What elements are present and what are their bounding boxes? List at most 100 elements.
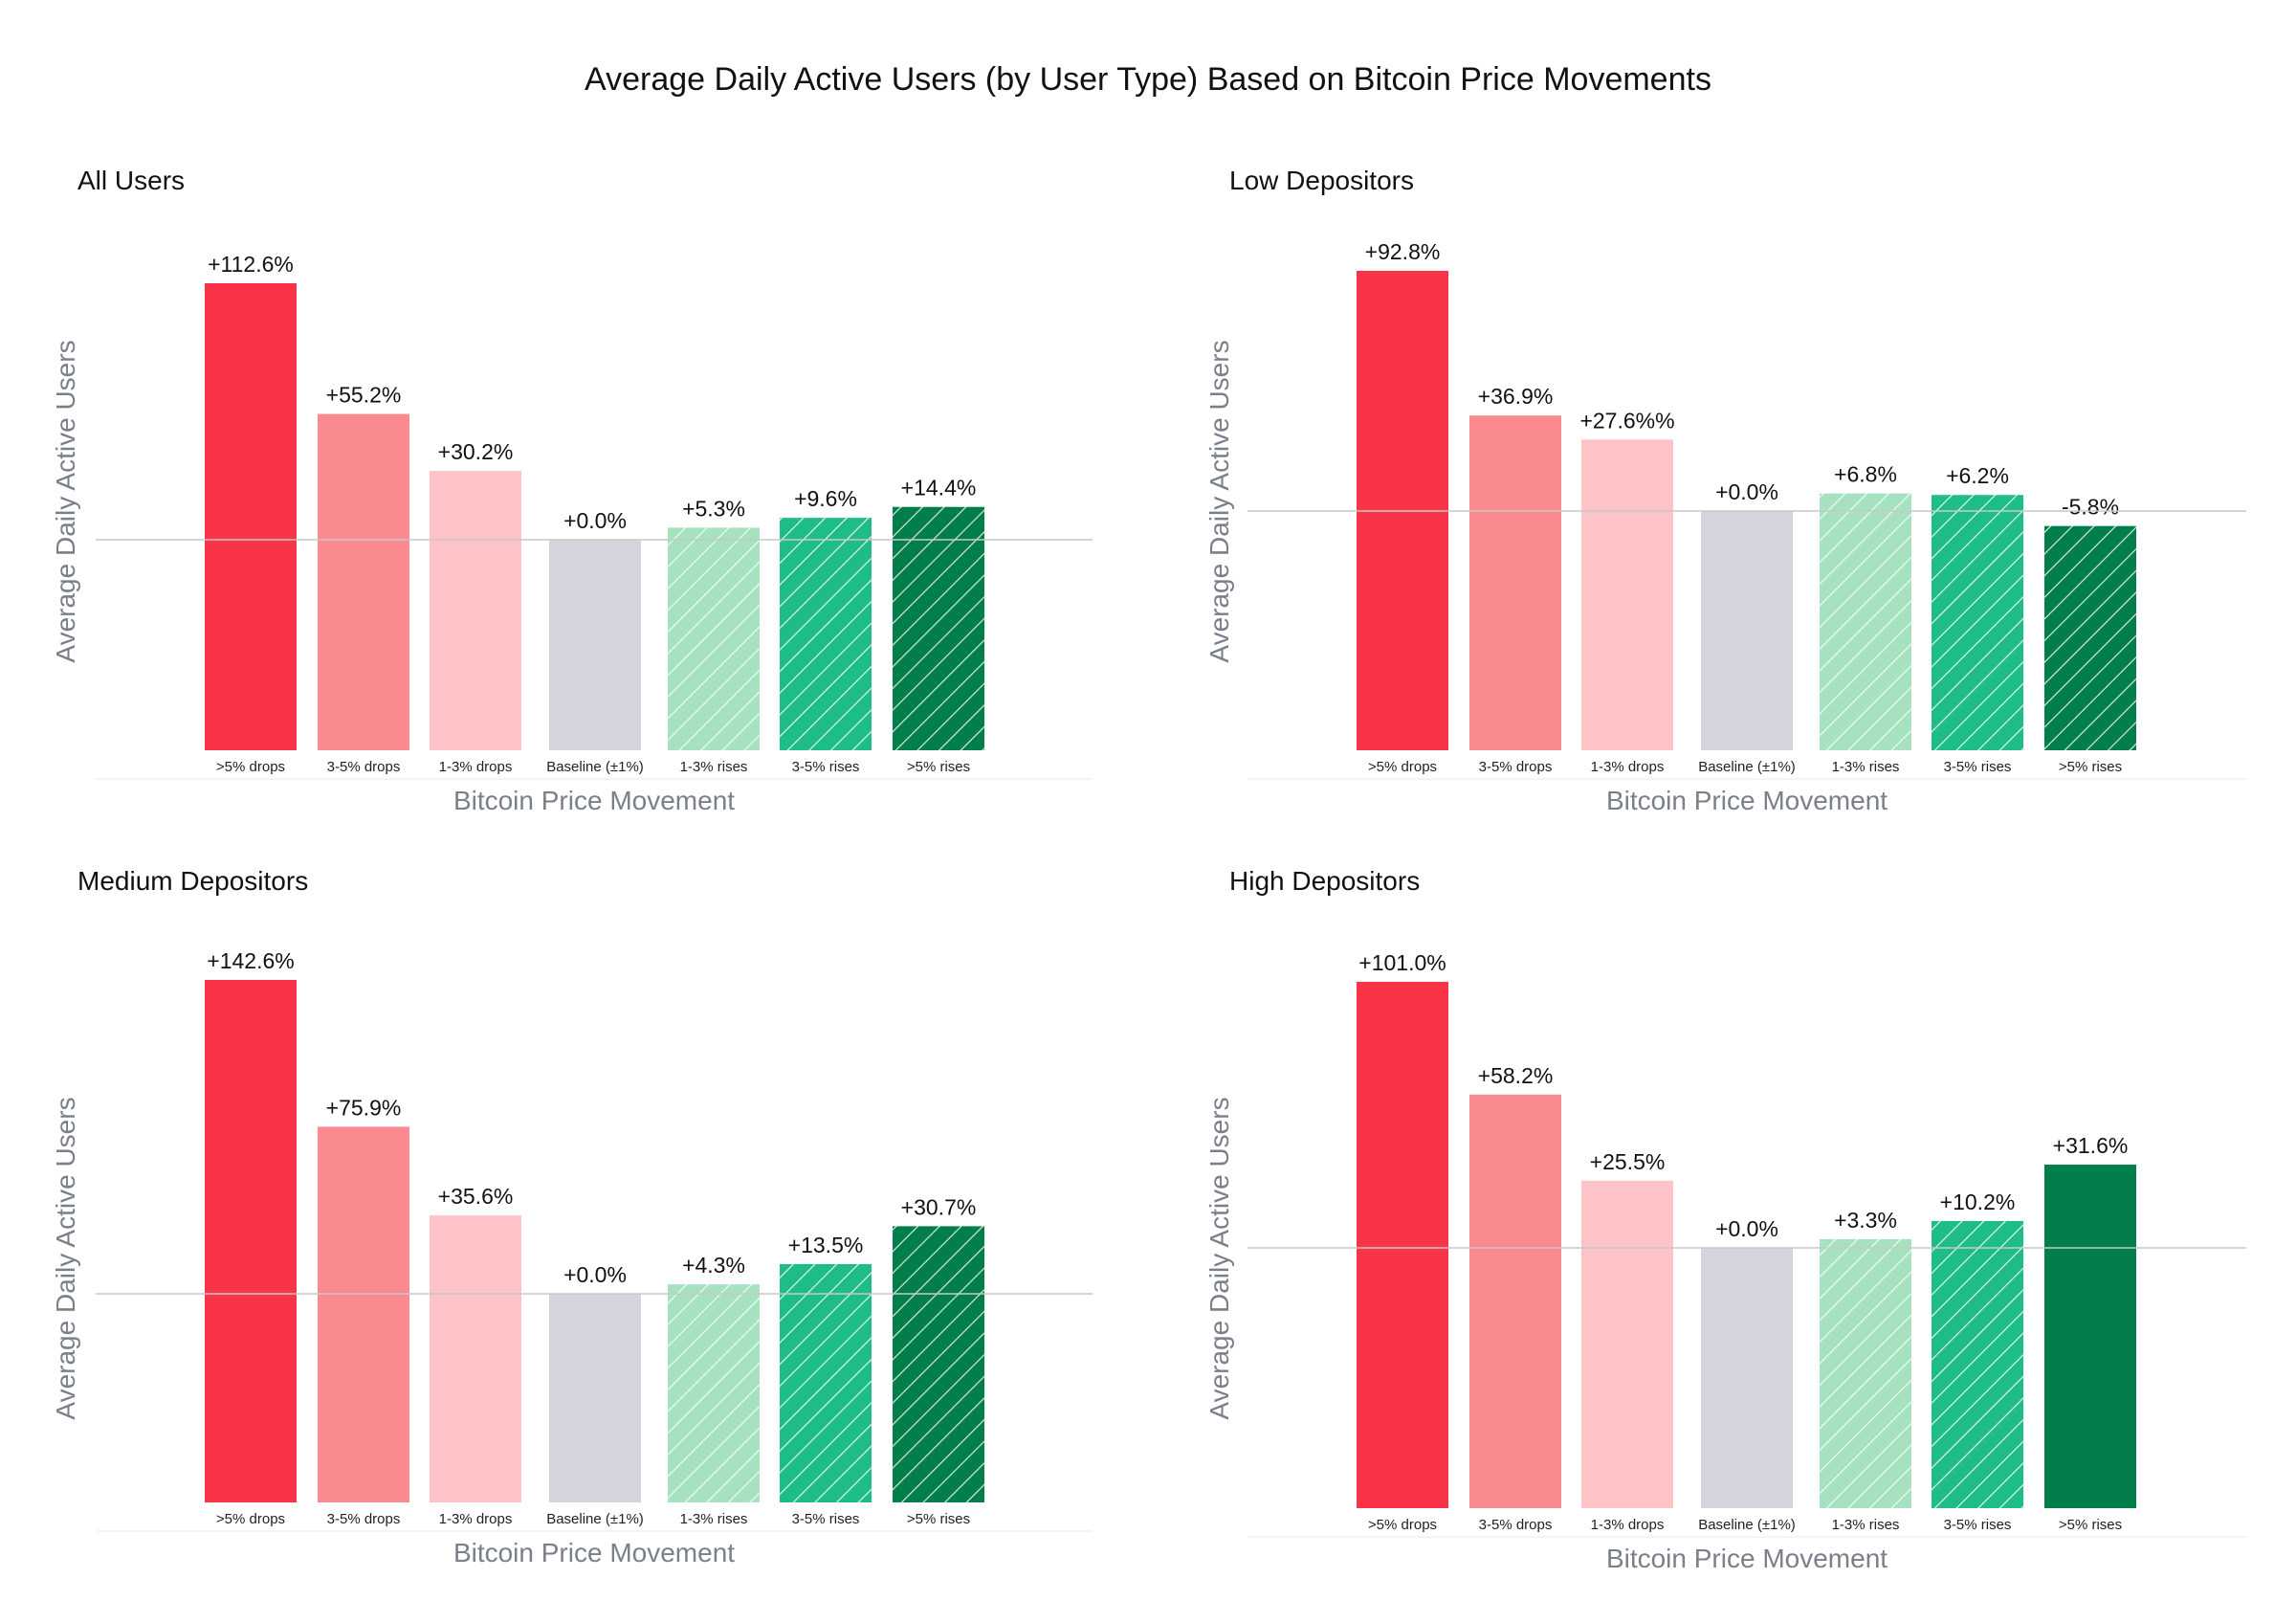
bar (2044, 525, 2136, 750)
bar (205, 283, 297, 750)
bar (549, 1294, 641, 1502)
y-axis-title: Average Daily Active Users (51, 1097, 80, 1419)
tick-label: >5% drops (1368, 1517, 1437, 1533)
bar (1469, 1094, 1561, 1508)
data-label: +6.8% (1834, 462, 1897, 487)
bar (1581, 439, 1673, 750)
tick-label: 3-5% drops (327, 1511, 401, 1527)
bar (780, 1263, 872, 1502)
data-label: +36.9% (1478, 384, 1554, 409)
tick-label: 1-3% rises (1832, 1517, 1900, 1533)
data-label: +3.3% (1834, 1208, 1897, 1233)
bar (205, 980, 297, 1502)
bar (2044, 1165, 2136, 1508)
bar (430, 471, 521, 750)
chart-title: Medium Depositors (77, 866, 308, 896)
bar (549, 540, 641, 750)
y-axis-title: Average Daily Active Users (51, 340, 80, 662)
bar (1932, 495, 2023, 750)
tick-label: 1-3% drops (1591, 759, 1665, 775)
x-axis-title: Bitcoin Price Movement (453, 1538, 735, 1567)
bar (780, 518, 872, 750)
data-label: +13.5% (788, 1233, 864, 1257)
tick-label: Baseline (±1%) (1698, 1517, 1796, 1533)
data-label: +6.2% (1946, 463, 2009, 488)
bar (1357, 982, 1448, 1508)
bar (1701, 511, 1793, 750)
tick-label: 1-3% drops (439, 1511, 513, 1527)
bar (318, 413, 409, 750)
tick-label: Baseline (±1%) (546, 1511, 644, 1527)
bar (1701, 1248, 1793, 1508)
tick-label: >5% rises (907, 1511, 970, 1527)
bar (1820, 493, 1911, 750)
tick-label: 3-5% rises (1944, 1517, 2012, 1533)
bar (318, 1126, 409, 1502)
bar (893, 1226, 984, 1502)
tick-label: 1-3% drops (1591, 1517, 1665, 1533)
data-label: +30.7% (901, 1194, 977, 1219)
data-label: +112.6% (208, 252, 294, 277)
bar (668, 1284, 760, 1502)
bar (430, 1215, 521, 1502)
data-label: +9.6% (794, 486, 857, 511)
data-label: +25.5% (1590, 1149, 1666, 1174)
data-label: +0.0% (1715, 1216, 1778, 1241)
chart-panel-2: Low Depositors +92.8% >5% drops +36.9% 3-5% … (1204, 166, 2246, 815)
data-label: +4.3% (682, 1253, 745, 1278)
bar (893, 506, 984, 750)
data-label: +0.0% (563, 508, 627, 533)
tick-label: 3-5% drops (327, 759, 401, 775)
x-axis-title: Bitcoin Price Movement (1606, 1544, 1888, 1573)
data-label: +0.0% (1715, 479, 1778, 504)
x-axis-title: Bitcoin Price Movement (1606, 786, 1888, 815)
data-label: +142.6% (207, 948, 294, 973)
data-label: +92.8% (1365, 239, 1441, 264)
data-label: +27.6%% (1579, 408, 1674, 433)
y-axis-title: Average Daily Active Users (1204, 1097, 1234, 1419)
tick-label: 3-5% drops (1479, 759, 1553, 775)
tick-label: >5% drops (216, 1511, 285, 1527)
data-label: +31.6% (2053, 1133, 2129, 1158)
tick-label: 1-3% drops (439, 759, 513, 775)
bar (1581, 1180, 1673, 1508)
tick-label: 1-3% rises (680, 1511, 748, 1527)
bar (1932, 1220, 2023, 1508)
tick-label: 1-3% rises (680, 759, 748, 775)
data-label: +14.4% (901, 476, 977, 500)
data-label: +0.0% (563, 1262, 627, 1287)
chart-title: All Users (77, 166, 185, 195)
bar (1469, 415, 1561, 750)
tick-label: >5% rises (2059, 1517, 2122, 1533)
data-label: +75.9% (326, 1095, 402, 1120)
chart-panel-4: High Depositors +101.0% >5% drops +58.2% 3-5… (1204, 866, 2246, 1573)
tick-label: 3-5% drops (1479, 1517, 1553, 1533)
tick-label: 1-3% rises (1832, 759, 1900, 775)
data-label: +5.3% (682, 496, 745, 521)
x-axis-title: Bitcoin Price Movement (453, 786, 735, 815)
data-label: +58.2% (1478, 1063, 1554, 1088)
data-label: +35.6% (438, 1184, 514, 1209)
data-label: +101.0% (1358, 950, 1446, 975)
y-axis-title: Average Daily Active Users (1204, 340, 1234, 662)
tick-label: 3-5% rises (1944, 759, 2012, 775)
data-label: -5.8% (2062, 495, 2119, 520)
tick-label: 3-5% rises (792, 1511, 860, 1527)
tick-label: Baseline (±1%) (1698, 759, 1796, 775)
main-title: Average Daily Active Users (by User Type… (585, 61, 1711, 98)
tick-label: >5% drops (216, 759, 285, 775)
data-label: +30.2% (438, 439, 514, 464)
data-label: +10.2% (1940, 1189, 2016, 1214)
chart-panel-1: All Users +112.6% >5% drops +55.2% 3-5% drop… (51, 166, 1093, 815)
tick-label: 3-5% rises (792, 759, 860, 775)
tick-label: Baseline (±1%) (546, 759, 644, 775)
tick-label: >5% rises (2059, 759, 2122, 775)
tick-label: >5% drops (1368, 759, 1437, 775)
chart-panel-3: Medium Depositors +142.6% >5% drops +75.9% 3… (51, 866, 1093, 1567)
bar (1820, 1238, 1911, 1508)
data-label: +55.2% (326, 383, 402, 408)
tick-label: >5% rises (907, 759, 970, 775)
bar (668, 527, 760, 750)
chart-title: High Depositors (1229, 866, 1420, 896)
